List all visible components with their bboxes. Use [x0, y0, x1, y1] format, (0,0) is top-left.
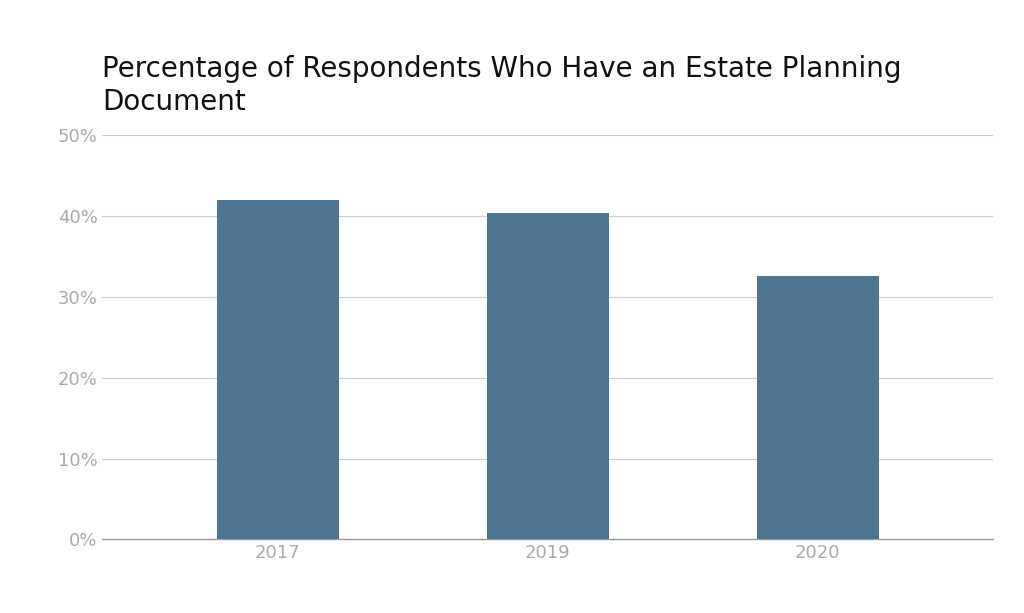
Bar [757, 276, 879, 539]
Bar [487, 213, 608, 539]
Bar [217, 200, 339, 539]
Text: Percentage of Respondents Who Have an Estate Planning
Document: Percentage of Respondents Who Have an Es… [102, 55, 902, 116]
